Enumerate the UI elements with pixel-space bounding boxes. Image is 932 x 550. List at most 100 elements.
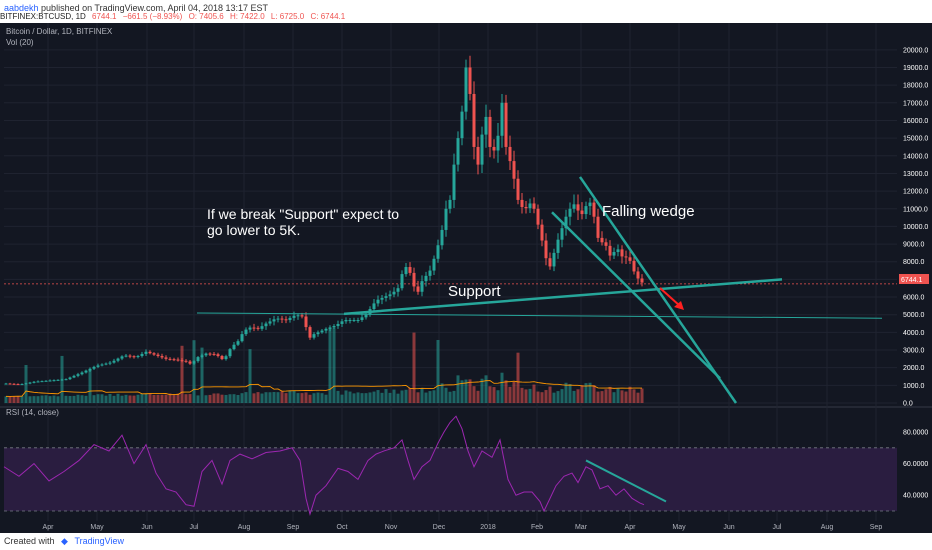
- price-tick-label: 8000.0: [903, 259, 925, 266]
- month-label: Aug: [238, 524, 251, 531]
- candle: [636, 271, 640, 279]
- volume-bar: [580, 385, 584, 403]
- volume-label: Vol (20): [6, 38, 34, 47]
- month-label: 2018: [480, 524, 496, 531]
- volume-bar: [248, 349, 252, 403]
- tradingview-logo-icon[interactable]: ◆: [61, 536, 68, 546]
- volume-bar: [32, 396, 36, 403]
- volume-bar: [336, 390, 340, 403]
- candle: [328, 327, 332, 329]
- volume-bar: [368, 392, 372, 403]
- volume-bar: [460, 380, 464, 403]
- candle: [168, 358, 172, 360]
- candle: [376, 299, 380, 304]
- candle: [480, 134, 484, 165]
- candle: [548, 258, 552, 267]
- volume-bar: [220, 394, 224, 403]
- chart-svg[interactable]: 0.01000.02000.03000.04000.05000.06000.07…: [0, 23, 932, 533]
- candle: [464, 67, 468, 112]
- candle: [260, 326, 264, 329]
- candle: [292, 315, 296, 318]
- rsi-title: RSI (14, close): [6, 408, 59, 417]
- volume-bar: [540, 392, 544, 403]
- volume-bar: [568, 384, 572, 403]
- tradingview-brand[interactable]: TradingView: [74, 536, 125, 546]
- candle: [408, 267, 412, 273]
- candle: [28, 382, 32, 384]
- volume-bar: [308, 394, 312, 403]
- candle: [124, 355, 128, 357]
- candle: [320, 330, 324, 333]
- volume-bar: [632, 389, 636, 403]
- candle: [200, 355, 204, 358]
- volume-bar: [228, 394, 232, 403]
- volume-bar: [588, 382, 592, 403]
- candle: [16, 384, 20, 386]
- candle: [104, 363, 108, 365]
- volume-bar: [320, 393, 324, 403]
- volume-bar: [496, 390, 500, 403]
- volume-bar: [144, 393, 148, 403]
- volume-bar: [548, 386, 552, 403]
- volume-bar: [388, 392, 392, 403]
- volume-bar: [572, 390, 576, 403]
- volume-ma-line: [5, 380, 643, 397]
- author-link[interactable]: aabdekh: [4, 3, 39, 13]
- volume-bar: [96, 394, 100, 403]
- candle: [56, 379, 60, 381]
- volume-bar: [584, 383, 588, 403]
- volume-bar: [492, 387, 496, 403]
- volume-bar: [52, 395, 56, 403]
- volume-bar: [140, 393, 144, 403]
- candle: [352, 320, 356, 322]
- published-header: aabdekh published on TradingView.com, Ap…: [0, 0, 932, 20]
- volume-bar: [512, 381, 516, 403]
- rsi-line: [3, 415, 645, 516]
- candle: [460, 111, 464, 139]
- month-label: Oct: [337, 524, 348, 531]
- month-label: Apr: [43, 524, 55, 531]
- price-tick-label: 6000.0: [903, 295, 925, 302]
- candle: [416, 286, 420, 292]
- month-label: Aug: [821, 524, 834, 531]
- chart-area[interactable]: 0.01000.02000.03000.04000.05000.06000.07…: [0, 23, 932, 533]
- candle: [208, 353, 212, 355]
- volume-bar: [360, 393, 364, 403]
- candle: [540, 224, 544, 241]
- candle: [500, 102, 504, 136]
- volume-bar: [36, 396, 40, 403]
- volume-bar: [304, 392, 308, 403]
- candle: [220, 355, 224, 360]
- volume-bar: [576, 389, 580, 403]
- volume-bar: [244, 392, 248, 403]
- candle: [616, 249, 620, 253]
- volume-bar: [84, 395, 88, 403]
- annotation-support: Support: [448, 283, 501, 300]
- candle: [44, 380, 48, 382]
- volume-bar: [504, 380, 508, 403]
- price-tick-label: 10000.0: [903, 224, 928, 231]
- volume-bar: [68, 395, 72, 403]
- volume-bar: [312, 393, 316, 403]
- volume-bar: [112, 395, 116, 403]
- candle: [148, 351, 152, 354]
- candle: [228, 349, 232, 357]
- candle: [264, 323, 268, 327]
- volume-bar: [524, 389, 528, 403]
- candle: [448, 199, 452, 209]
- candle: [244, 329, 248, 335]
- candle: [628, 257, 632, 261]
- candle: [600, 237, 604, 243]
- candle: [212, 353, 216, 355]
- volume-bar: [152, 394, 156, 403]
- candle: [496, 135, 500, 151]
- volume-bar: [604, 389, 608, 403]
- candle: [240, 334, 244, 342]
- month-label: Feb: [531, 524, 543, 531]
- volume-bar: [608, 386, 612, 403]
- candle: [532, 203, 536, 209]
- volume-bar: [436, 339, 440, 403]
- annotation-lower-5k: go lower to 5K.: [207, 222, 300, 238]
- month-label: Dec: [433, 524, 446, 531]
- volume-bar: [196, 395, 200, 403]
